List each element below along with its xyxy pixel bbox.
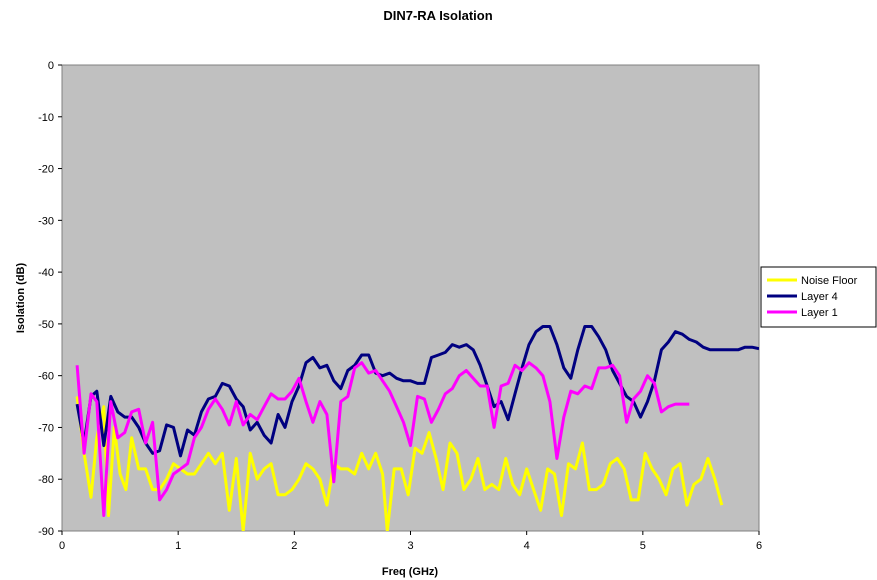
- y-tick-label: 0: [48, 60, 54, 72]
- series-line-noise-floor: [75, 396, 724, 531]
- y-tick-label: -80: [38, 474, 54, 486]
- series-line-layer-1: [75, 361, 690, 517]
- y-tick-label: -40: [38, 267, 54, 279]
- y-axis-title: Isolation (dB): [15, 263, 27, 334]
- y-tick-label: -60: [38, 371, 54, 383]
- x-tick-label: 6: [756, 540, 762, 552]
- legend-label-layer-1: Layer 1: [801, 307, 838, 319]
- y-tick-label: -30: [38, 215, 54, 227]
- legend-label-noise-floor: Noise Floor: [801, 275, 858, 287]
- x-tick-label: 4: [524, 540, 530, 552]
- y-tick-label: -10: [38, 112, 54, 124]
- y-tick-label: -20: [38, 164, 54, 176]
- y-tick-label: -70: [38, 422, 54, 434]
- plot-area: [61, 64, 760, 532]
- x-axis: 0 1 2 3 4 5 6: [59, 531, 762, 552]
- series-line-layer-4: [75, 325, 759, 458]
- y-tick-label: -90: [38, 526, 54, 538]
- chart-title: DIN7-RA Isolation: [383, 8, 492, 23]
- x-tick-label: 0: [59, 540, 65, 552]
- legend-label-layer-4: Layer 4: [801, 291, 838, 303]
- legend: Noise Floor Layer 4 Layer 1: [760, 266, 877, 328]
- x-axis-title: Freq (GHz): [382, 566, 439, 578]
- y-axis: 0 -10 -20 -30 -40 -50 -60 -70 -80 -90: [38, 60, 62, 538]
- series-lines: [75, 325, 759, 531]
- x-tick-label: 2: [291, 540, 297, 552]
- x-tick-label: 1: [175, 540, 181, 552]
- x-tick-label: 5: [640, 540, 646, 552]
- x-tick-label: 3: [407, 540, 413, 552]
- y-tick-label: -50: [38, 319, 54, 331]
